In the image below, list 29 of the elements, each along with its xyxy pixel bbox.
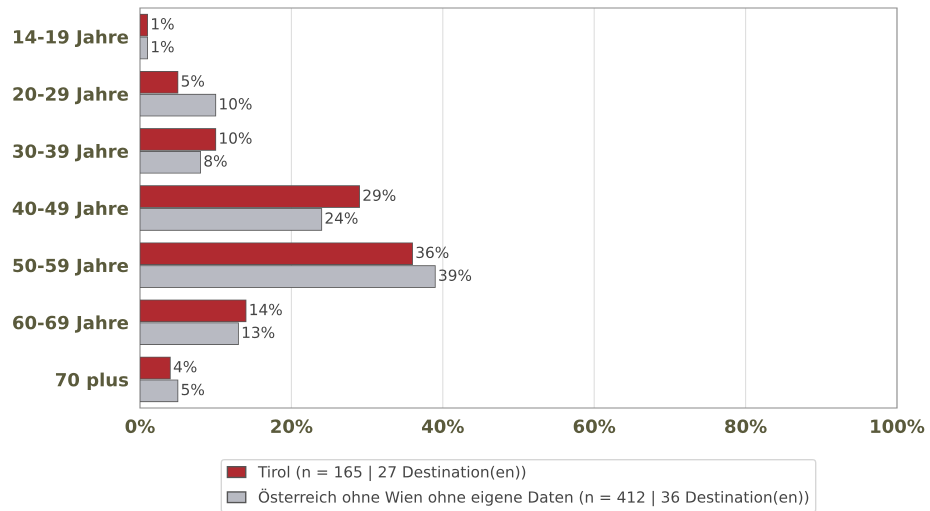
data-label: 1%: [152, 18, 174, 30]
y-tick-label: 50-59 Jahre: [13, 258, 128, 276]
legend-label: Tirol (n = 165 | 27 Destination(en)): [258, 466, 526, 482]
data-label: 10%: [220, 132, 252, 144]
x-tick-label: 100%: [871, 419, 924, 434]
data-label: 10%: [220, 98, 252, 110]
data-label: 1%: [152, 40, 174, 52]
y-tick-label: 14-19 Jahre: [14, 30, 128, 48]
data-label: 8%: [204, 155, 227, 167]
legend-label: Österreich ohne Wien ohne eigene Daten (n = 412 | 36 Destination(en)): [258, 488, 808, 506]
data-label: 39%: [439, 269, 472, 282]
data-label: 29%: [363, 189, 396, 202]
x-tick-label: 20%: [271, 419, 312, 434]
y-tick-label: 60-69 Jahre: [13, 315, 128, 333]
y-tick-label: 20-29 Jahre: [13, 86, 128, 104]
y-tick-label: 70 plus: [56, 372, 128, 390]
data-label: 4%: [174, 360, 196, 372]
data-label: 5%: [182, 384, 204, 396]
y-tick-label: 30-39 Jahre: [13, 144, 128, 162]
data-label: 36%: [416, 246, 448, 258]
x-tick-label: 80%: [725, 419, 767, 434]
y-tick-label: 40-49 Jahre: [12, 201, 128, 218]
data-label: 13%: [242, 326, 274, 338]
data-label: 5%: [182, 75, 204, 87]
x-tick-label: 0%: [126, 419, 155, 434]
data-label: 14%: [250, 304, 282, 316]
x-tick-label: 40%: [422, 419, 464, 434]
data-label: 24%: [326, 212, 358, 224]
x-tick-label: 60%: [574, 419, 616, 434]
